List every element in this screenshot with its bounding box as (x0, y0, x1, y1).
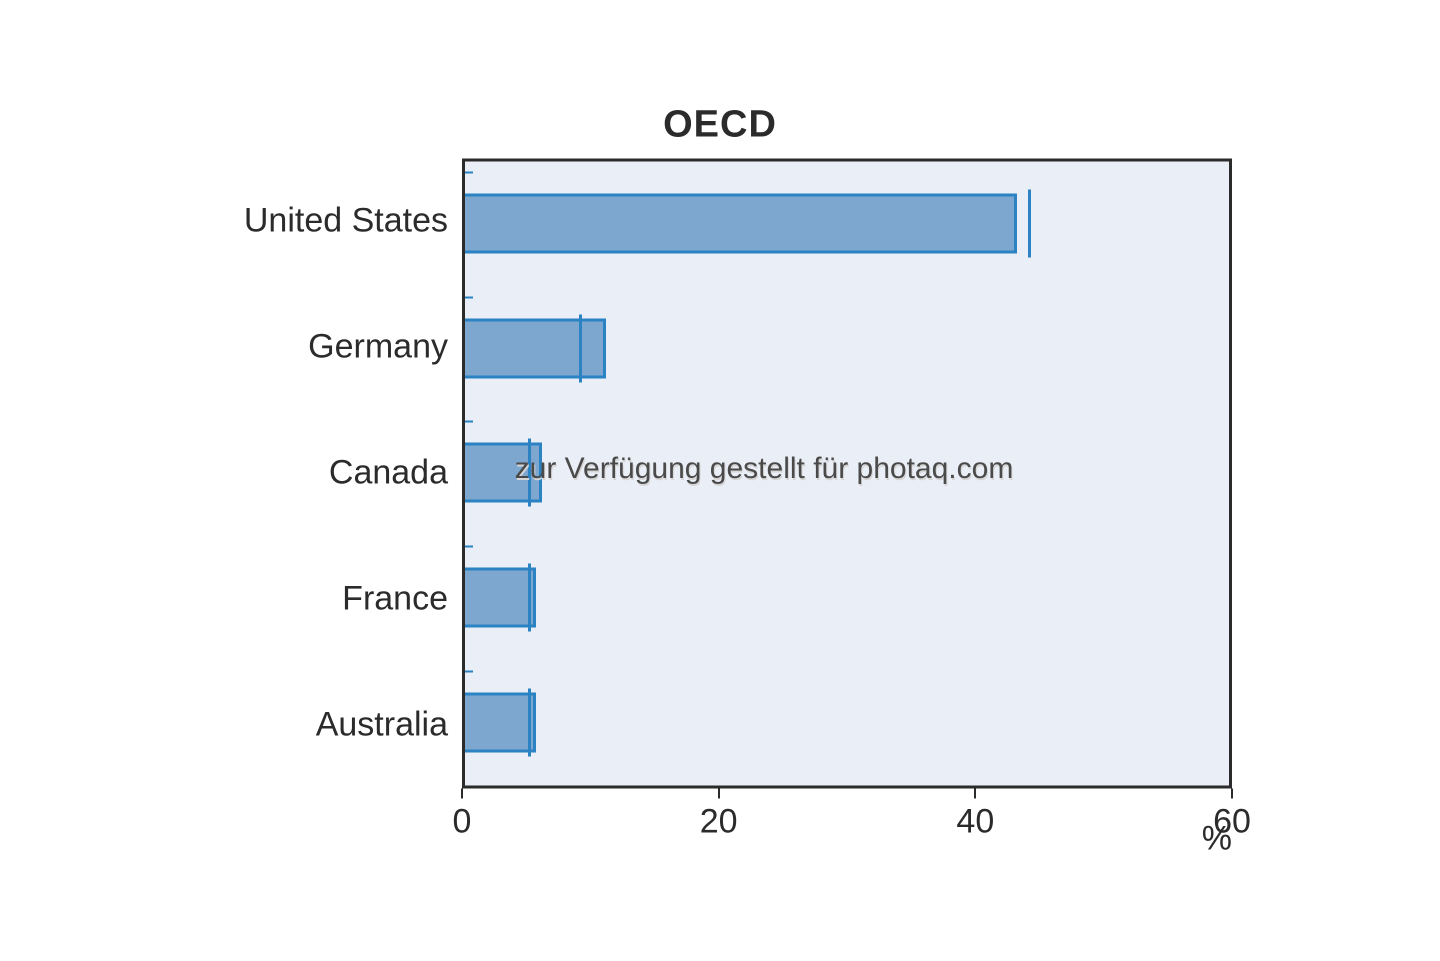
comparison-marker (528, 439, 531, 507)
bar-slot (465, 296, 1229, 400)
bars-container (465, 161, 1229, 785)
y-axis-label: Australia (208, 706, 448, 745)
category-tick (465, 171, 473, 173)
x-tick-label: 40 (956, 802, 994, 841)
x-axis-unit: % (1202, 819, 1232, 858)
bar (465, 693, 536, 753)
x-tick-line (974, 788, 976, 798)
x-tick-label: 0 (453, 802, 472, 841)
bar-slot (465, 671, 1229, 775)
plot-row: United States Germany Canada France Australi… (208, 158, 1232, 858)
category-tick (465, 546, 473, 548)
category-tick (465, 296, 473, 298)
bar (465, 318, 606, 378)
comparison-marker (528, 564, 531, 632)
x-tick-label: 20 (700, 802, 738, 841)
oecd-bar-chart: OECD United States Germany Canada France Aus… (208, 103, 1232, 858)
bar-slot (465, 421, 1229, 525)
x-axis: 0204060% (462, 788, 1232, 858)
y-axis-label: France (208, 580, 448, 619)
bar (465, 568, 536, 628)
y-axis-label: Germany (208, 328, 448, 367)
bar-slot (465, 546, 1229, 650)
comparison-marker (528, 689, 531, 757)
chart-title: OECD (208, 103, 1232, 146)
x-tick-line (1231, 788, 1233, 798)
y-axis-labels: United States Germany Canada France Australi… (208, 158, 462, 788)
y-axis-label: Canada (208, 454, 448, 493)
y-axis-label: United States (208, 202, 448, 241)
plot-area (462, 158, 1232, 788)
comparison-marker (579, 314, 582, 382)
x-tick-line (718, 788, 720, 798)
category-tick (465, 671, 473, 673)
bar-slot (465, 171, 1229, 275)
category-tick (465, 421, 473, 423)
comparison-marker (1028, 189, 1031, 257)
x-tick-line (461, 788, 463, 798)
bar (465, 193, 1017, 253)
